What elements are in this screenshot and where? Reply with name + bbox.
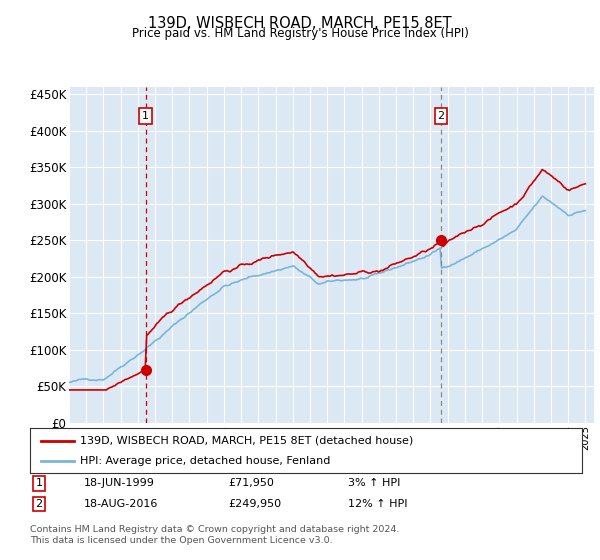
Text: 18-JUN-1999: 18-JUN-1999 — [84, 478, 155, 488]
Text: 2: 2 — [35, 499, 43, 509]
Text: Contains HM Land Registry data © Crown copyright and database right 2024.
This d: Contains HM Land Registry data © Crown c… — [30, 525, 400, 545]
Text: 18-AUG-2016: 18-AUG-2016 — [84, 499, 158, 509]
Text: Price paid vs. HM Land Registry's House Price Index (HPI): Price paid vs. HM Land Registry's House … — [131, 27, 469, 40]
Text: £71,950: £71,950 — [228, 478, 274, 488]
Text: 2: 2 — [437, 111, 445, 121]
Text: £249,950: £249,950 — [228, 499, 281, 509]
Text: 1: 1 — [35, 478, 43, 488]
Text: 1: 1 — [142, 111, 149, 121]
Text: HPI: Average price, detached house, Fenland: HPI: Average price, detached house, Fenl… — [80, 456, 330, 466]
Text: 12% ↑ HPI: 12% ↑ HPI — [348, 499, 407, 509]
Text: 139D, WISBECH ROAD, MARCH, PE15 8ET: 139D, WISBECH ROAD, MARCH, PE15 8ET — [148, 16, 452, 31]
Text: 3% ↑ HPI: 3% ↑ HPI — [348, 478, 400, 488]
Text: 139D, WISBECH ROAD, MARCH, PE15 8ET (detached house): 139D, WISBECH ROAD, MARCH, PE15 8ET (det… — [80, 436, 413, 446]
